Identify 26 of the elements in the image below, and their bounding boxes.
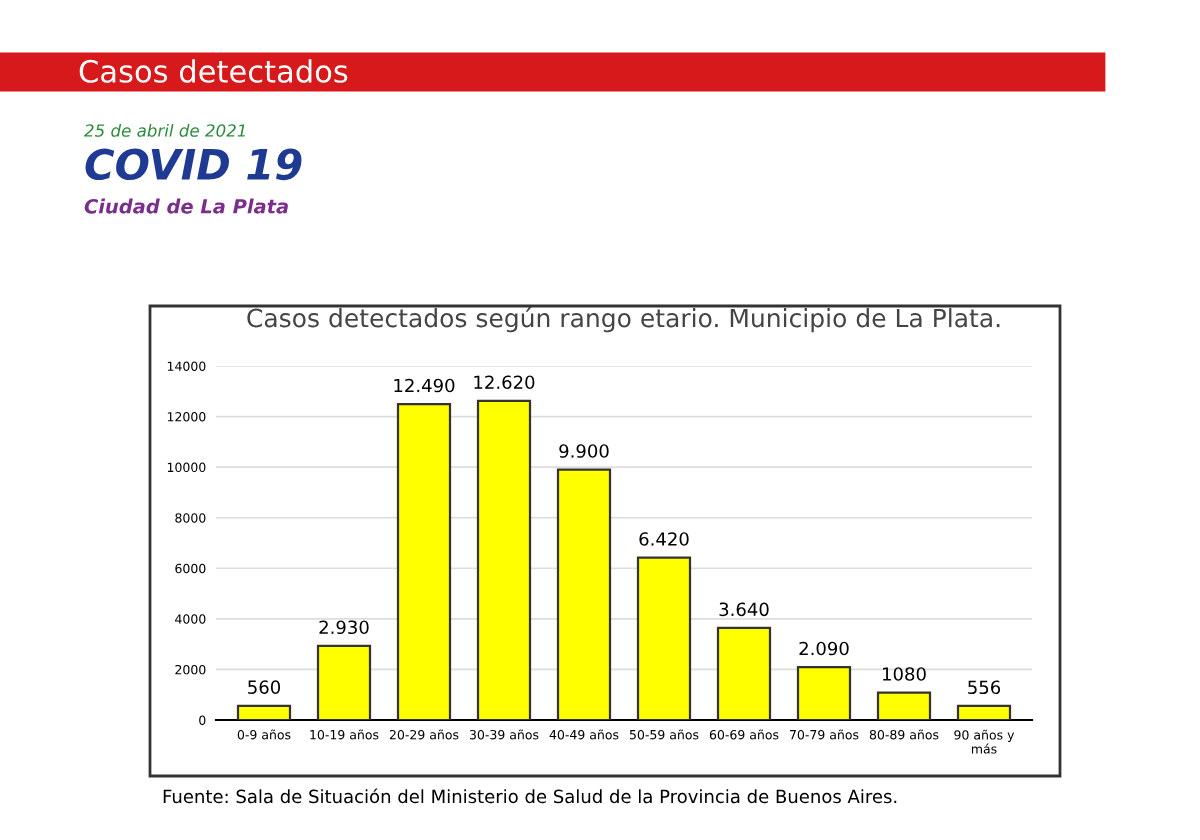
bar [636, 556, 692, 720]
data-label: 12.620 [474, 375, 535, 390]
bar [476, 399, 532, 720]
text: Casos detectados [79, 59, 348, 83]
data-label: 9.900 [559, 444, 609, 458]
bar [396, 403, 452, 720]
text: Ciudad de La Plata [84, 198, 288, 214]
bar [876, 691, 932, 720]
data-label: 560 [248, 680, 281, 695]
data-label: 3.640 [719, 602, 769, 617]
bar [316, 644, 372, 720]
bar [716, 626, 772, 720]
data-label: 556 [968, 680, 1001, 695]
data-label: 1080 [883, 667, 926, 681]
text: 25 de abril de 2021 [84, 123, 245, 137]
data-label: 12.490 [394, 378, 455, 393]
data-label: 6.420 [639, 532, 689, 546]
text: COVID 19 [85, 148, 302, 181]
bar [956, 704, 1012, 720]
chart-title: Casos detectados según rango etario. Municipio de La Plata. [247, 307, 1000, 333]
source-note: Fuente: Sala de Situación del Ministerio de Salud de la Provincia de Buenos Aires. [163, 788, 897, 804]
data-label: 2.930 [319, 620, 369, 635]
data-label: 2.090 [799, 641, 849, 656]
bar [556, 468, 612, 720]
bar [236, 704, 292, 720]
bar [796, 666, 852, 720]
